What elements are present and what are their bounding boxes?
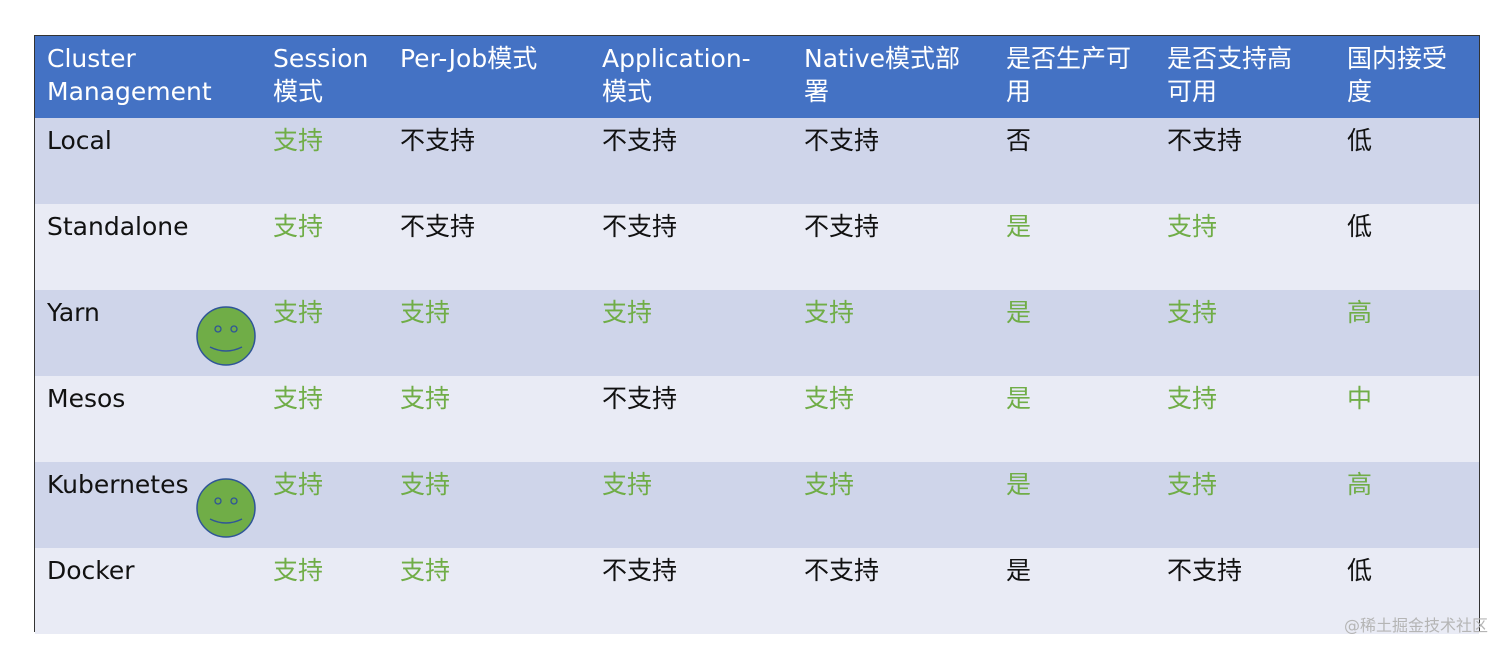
table-cell: 支持 bbox=[1167, 470, 1218, 499]
table-cell: 高 bbox=[1347, 470, 1373, 499]
table-row: Mesos 支持 支持 不支持 支持 是 支持 中 bbox=[35, 376, 1479, 462]
table-cell: 支持 bbox=[804, 298, 855, 327]
column-header: 国内接受 度 bbox=[1347, 44, 1448, 106]
row-label: Standalone bbox=[47, 212, 189, 241]
column-header: Native模式部 署 bbox=[804, 44, 960, 106]
table-cell: 是 bbox=[1006, 298, 1032, 327]
table-cell: 中 bbox=[1347, 384, 1373, 413]
table-row: Standalone 支持 不支持 不支持 不支持 是 支持 低 bbox=[35, 204, 1479, 290]
column-header: Session 模式 bbox=[273, 44, 369, 106]
table-cell: 高 bbox=[1347, 298, 1373, 327]
table-cell: 不支持 bbox=[1167, 556, 1243, 585]
table-cell: 不支持 bbox=[804, 212, 880, 241]
table-cell: 是 bbox=[1006, 384, 1032, 413]
table-cell: 不支持 bbox=[602, 126, 678, 155]
column-header: 是否支持高 可用 bbox=[1167, 44, 1293, 106]
table-cell: 支持 bbox=[273, 126, 324, 155]
table-cell: 不支持 bbox=[804, 556, 880, 585]
table-cell: 否 bbox=[1006, 126, 1032, 155]
table-row: Yarn 支持 支持 支持 支持 是 支持 高 bbox=[35, 290, 1479, 376]
table-cell: 支持 bbox=[602, 470, 653, 499]
table-row: Docker 支持 支持 不支持 不支持 是 不支持 低 bbox=[35, 548, 1479, 634]
table-row: Kubernetes 支持 支持 支持 支持 是 支持 高 bbox=[35, 462, 1479, 548]
table-cell: 低 bbox=[1347, 212, 1373, 241]
table-cell: 不支持 bbox=[1167, 126, 1243, 155]
table-cell: 不支持 bbox=[602, 556, 678, 585]
table-cell: 支持 bbox=[400, 298, 451, 327]
smiley-face-icon bbox=[196, 478, 256, 538]
table-cell: 低 bbox=[1347, 126, 1373, 155]
table-cell: 是 bbox=[1006, 212, 1032, 241]
table-cell: 支持 bbox=[273, 212, 324, 241]
table-cell: 支持 bbox=[804, 470, 855, 499]
table-cell: 不支持 bbox=[602, 212, 678, 241]
table-cell: 支持 bbox=[1167, 212, 1218, 241]
column-header: Application- 模式 bbox=[602, 44, 751, 106]
table-cell: 支持 bbox=[1167, 298, 1218, 327]
table-cell: 不支持 bbox=[400, 126, 476, 155]
row-label: Mesos bbox=[47, 384, 126, 413]
table-cell: 不支持 bbox=[602, 384, 678, 413]
smiley-face-icon bbox=[196, 306, 256, 366]
table-cell: 不支持 bbox=[400, 212, 476, 241]
table-cell: 支持 bbox=[400, 384, 451, 413]
table-header: Cluster Management Session 模式 Per-Job模式 App… bbox=[35, 36, 1479, 118]
column-header: Per-Job模式 bbox=[400, 44, 538, 73]
table-cell: 支持 bbox=[273, 298, 324, 327]
table-cell: 支持 bbox=[1167, 384, 1218, 413]
table-cell: 支持 bbox=[400, 556, 451, 585]
table-cell: 不支持 bbox=[804, 126, 880, 155]
table-cell: 支持 bbox=[400, 470, 451, 499]
table-row: Local 支持 不支持 不支持 不支持 否 不支持 低 bbox=[35, 118, 1479, 204]
table-cell: 低 bbox=[1347, 556, 1373, 585]
table-cell: 是 bbox=[1006, 556, 1032, 585]
row-label: Kubernetes bbox=[47, 470, 189, 499]
table-cell: 支持 bbox=[273, 556, 324, 585]
row-label: Docker bbox=[47, 556, 135, 585]
comparison-table: Cluster Management Session 模式 Per-Job模式 App… bbox=[34, 35, 1480, 634]
table-cell: 支持 bbox=[804, 384, 855, 413]
table-cell: 支持 bbox=[602, 298, 653, 327]
table-cell: 支持 bbox=[273, 384, 324, 413]
table-cell: 支持 bbox=[273, 470, 324, 499]
column-header: 是否生产可 用 bbox=[1006, 44, 1132, 106]
table-cell: 是 bbox=[1006, 470, 1032, 499]
row-label: Yarn bbox=[47, 298, 100, 327]
row-label: Local bbox=[47, 126, 112, 155]
watermark: @稀土掘金技术社区 bbox=[1343, 616, 1488, 635]
column-header: Cluster Management bbox=[47, 44, 212, 106]
